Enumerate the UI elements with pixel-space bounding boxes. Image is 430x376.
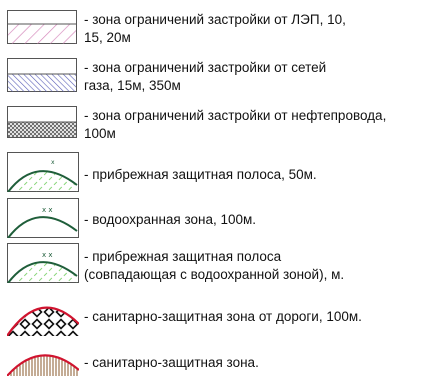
svg-text:x x: x x xyxy=(42,206,53,214)
diagonal-hatch-pink-icon xyxy=(7,10,77,44)
legend-label: - зона ограничений застройки от сетей га… xyxy=(84,60,327,93)
coastal-strip-combined-arc-icon: x x xyxy=(7,243,79,283)
legend-label: - водоохранная зона, 100м. xyxy=(84,212,257,227)
legend-label: - санитарно-защитная зона. xyxy=(84,355,259,370)
legend-label: - прибрежная защитная полоса, 50м. xyxy=(84,167,317,182)
diagonal-hatch-blue-icon xyxy=(7,58,77,92)
coastal-strip-dashed-arc-icon: x xyxy=(7,152,79,192)
crosshatch-gray-icon xyxy=(7,106,77,138)
water-protection-arc-icon: x x xyxy=(7,198,79,238)
legend-label: - зона ограничений застройки от ЛЭП, 10,… xyxy=(84,12,346,45)
svg-text:x x: x x xyxy=(42,251,53,259)
sanitary-zone-stripes-icon xyxy=(7,344,79,376)
legend-label: - прибрежная защитная полоса (совпадающа… xyxy=(84,249,345,282)
legend-label: - санитарно-защитная зона от дороги, 100… xyxy=(84,309,362,324)
legend-label: - зона ограничений застройки от нефтепро… xyxy=(84,108,387,141)
road-sanitary-zone-diamonds-icon xyxy=(7,294,79,336)
svg-text:x: x xyxy=(51,159,55,166)
